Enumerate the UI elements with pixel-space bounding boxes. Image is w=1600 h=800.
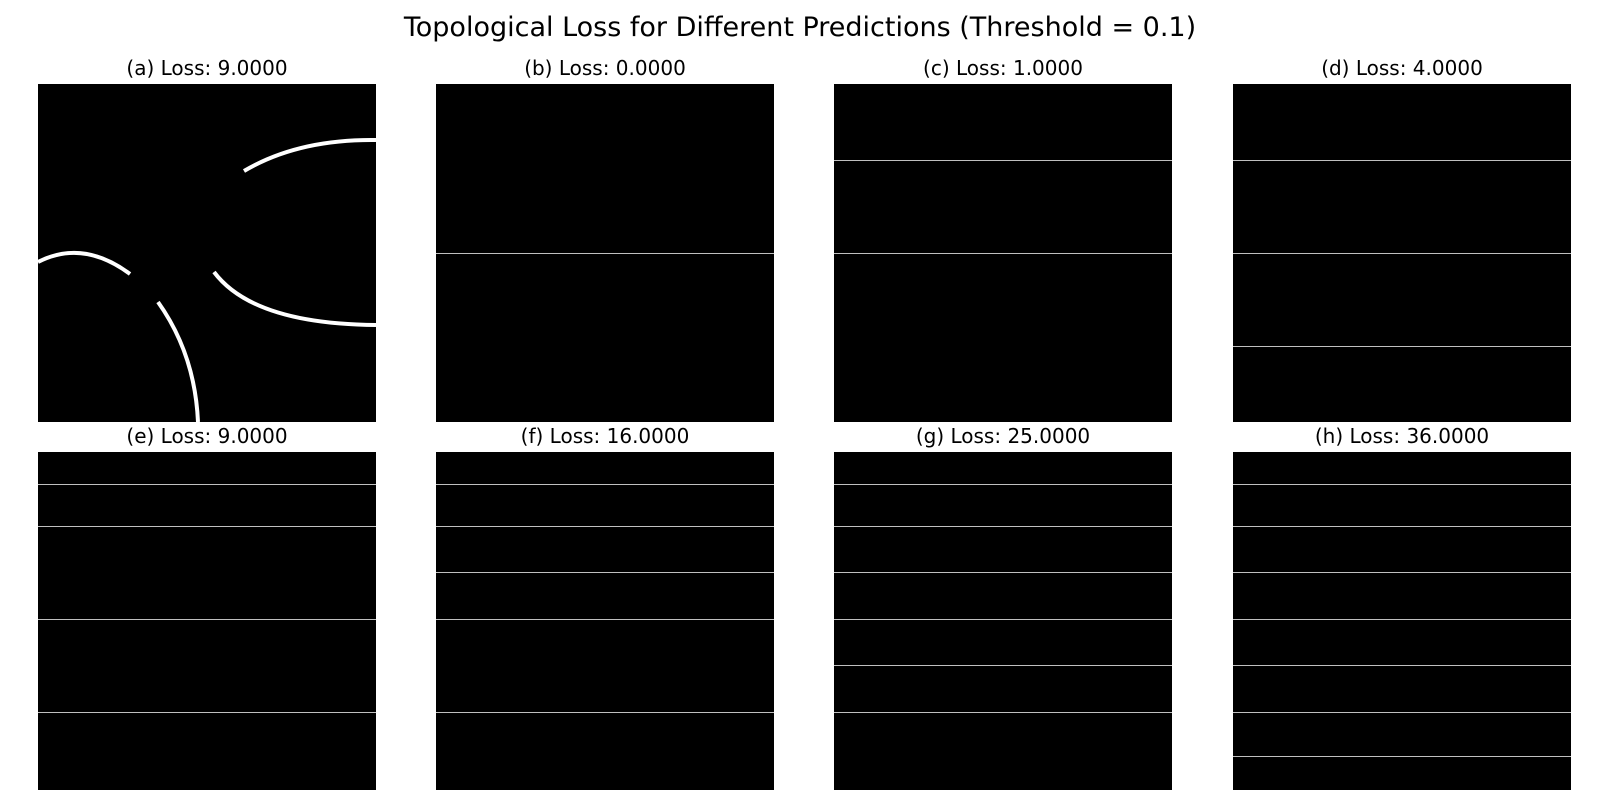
lines-image (1233, 452, 1571, 790)
panel-title: (c) Loss: 1.0000 (923, 56, 1083, 80)
arc-middle-right (212, 270, 376, 327)
panel-title: (g) Loss: 25.0000 (915, 424, 1091, 448)
lines-image (834, 84, 1172, 422)
image-background (1233, 452, 1571, 790)
lines-image (834, 452, 1172, 790)
panel-image (834, 84, 1172, 422)
panel-title: (e) Loss: 9.0000 (126, 424, 288, 448)
panel-image (436, 452, 774, 790)
arc-lower (156, 300, 200, 422)
panel-image (1233, 452, 1571, 790)
panel-title: (h) Loss: 36.0000 (1314, 424, 1490, 448)
arc-upper-right (242, 137, 376, 173)
panel-image (436, 84, 774, 422)
panel-image (38, 452, 376, 790)
image-background (38, 84, 376, 422)
figure-title: Topological Loss for Different Predictio… (403, 12, 1197, 43)
image-background (38, 452, 376, 790)
panel-image (38, 84, 376, 422)
arcs-image (38, 84, 376, 422)
lines-image (436, 84, 774, 422)
image-background (436, 452, 774, 790)
lines-image (38, 452, 376, 790)
lines-image (1233, 84, 1571, 422)
panel-title: (b) Loss: 0.0000 (524, 56, 686, 80)
lines-image (436, 452, 774, 790)
panel-title: (a) Loss: 9.0000 (126, 56, 288, 80)
panel-title: (f) Loss: 16.0000 (520, 424, 690, 448)
panel-title: (d) Loss: 4.0000 (1321, 56, 1483, 80)
panel-image (834, 452, 1172, 790)
arc-left (38, 250, 132, 276)
image-background (834, 452, 1172, 790)
panel-image (1233, 84, 1571, 422)
